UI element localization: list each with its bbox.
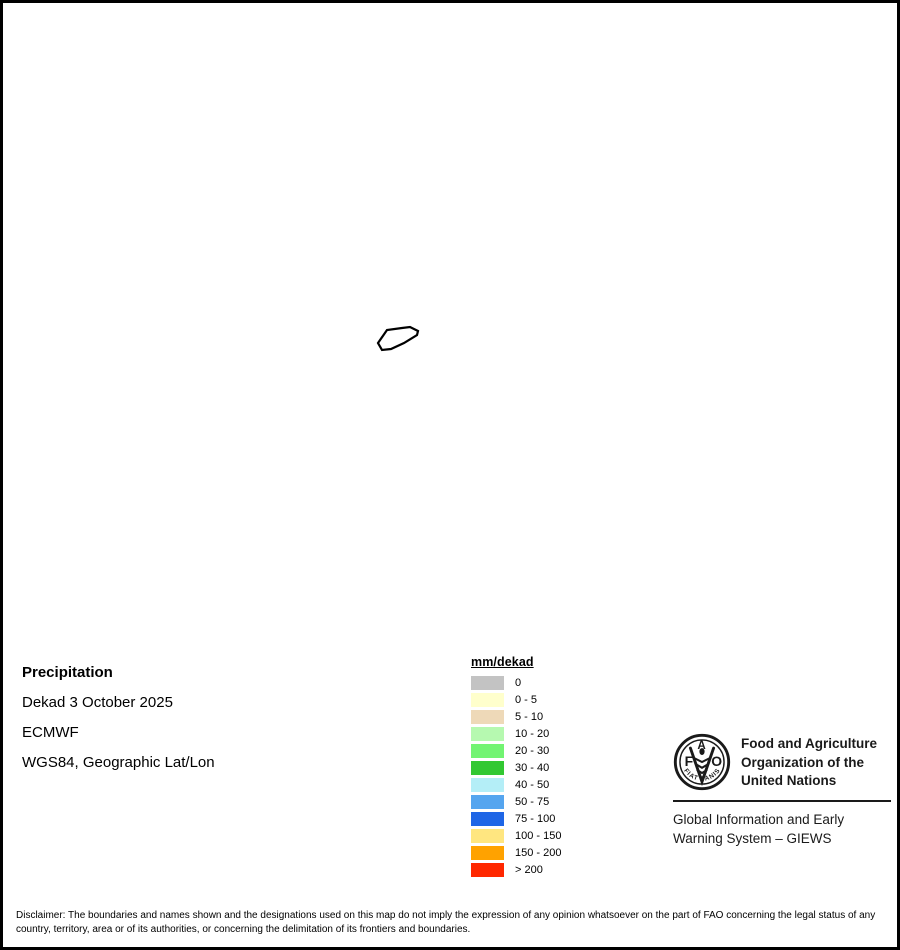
- legend-item: > 200: [471, 861, 561, 878]
- map-legend: mm/dekad 0 0 - 5 5 - 10 10 - 20 20 - 30 …: [471, 655, 561, 878]
- fao-logo-icon: F A O FIAT PANIS: [673, 733, 731, 791]
- legend-item: 0 - 5: [471, 691, 561, 708]
- legend-label: 0 - 5: [515, 693, 538, 706]
- legend-swatch-icon: [471, 709, 504, 724]
- legend-swatch-icon: [471, 743, 504, 758]
- legend-item: 0: [471, 674, 561, 691]
- svg-text:A: A: [697, 739, 706, 752]
- giews-programme-name: Global Information and Early Warning Sys…: [673, 810, 893, 848]
- legend-item: 50 - 75: [471, 793, 561, 810]
- legend-swatch-icon: [471, 862, 504, 877]
- legend-label: > 200: [515, 863, 543, 876]
- map-outline-layer: [376, 325, 420, 352]
- legend-swatch-icon: [471, 794, 504, 809]
- map-canvas[interactable]: [6, 6, 897, 900]
- country-outline-monaco[interactable]: [376, 325, 420, 352]
- legend-item: 10 - 20: [471, 725, 561, 742]
- info-source: ECMWF: [22, 724, 79, 741]
- giews-line-1: Global Information and Early: [673, 812, 845, 827]
- disclaimer-text: Disclaimer: The boundaries and names sho…: [16, 910, 876, 935]
- monaco-boundary-icon[interactable]: [376, 325, 420, 352]
- info-variable: Precipitation: [22, 664, 113, 681]
- fao-org-line-3: United Nations: [741, 773, 837, 788]
- legend-label: 150 - 200: [515, 846, 562, 859]
- legend-label: 40 - 50: [515, 778, 550, 791]
- legend-item: 150 - 200: [471, 844, 561, 861]
- svg-text:F: F: [685, 753, 694, 769]
- legend-item: 5 - 10: [471, 708, 561, 725]
- fao-organization-name: Food and Agriculture Organization of the…: [741, 733, 877, 791]
- legend-label: 10 - 20: [515, 727, 550, 740]
- legend-swatch-icon: [471, 760, 504, 775]
- svg-text:FIAT PANIS: FIAT PANIS: [682, 767, 722, 783]
- legend-label: 30 - 40: [515, 761, 550, 774]
- info-period: Dekad 3 October 2025: [22, 694, 173, 711]
- legend-label: 100 - 150: [515, 829, 562, 842]
- legend-label: 5 - 10: [515, 710, 544, 723]
- svg-text:O: O: [711, 753, 722, 769]
- legend-title: mm/dekad: [471, 655, 534, 669]
- legend-item: 75 - 100: [471, 810, 561, 827]
- legend-label: 75 - 100: [515, 812, 556, 825]
- giews-line-2: Warning System – GIEWS: [673, 831, 832, 846]
- legend-label: 20 - 30: [515, 744, 550, 757]
- legend-item: 40 - 50: [471, 776, 561, 793]
- legend-item: 100 - 150: [471, 827, 561, 844]
- legend-label: 50 - 75: [515, 795, 550, 808]
- legend-swatch-icon: [471, 777, 504, 792]
- legend-swatch-icon: [471, 726, 504, 741]
- legend-swatch-icon: [471, 675, 504, 690]
- legend-swatch-icon: [471, 845, 504, 860]
- info-projection: WGS84, Geographic Lat/Lon: [22, 754, 215, 771]
- legend-swatch-icon: [471, 828, 504, 843]
- legend-label: 0: [515, 676, 522, 689]
- legend-item: 20 - 30: [471, 742, 561, 759]
- legend-swatch-icon: [471, 692, 504, 707]
- fao-org-line-1: Food and Agriculture: [741, 736, 877, 751]
- legend-item: 30 - 40: [471, 759, 561, 776]
- fao-org-line-2: Organization of the: [741, 754, 864, 770]
- fao-logo-and-name: F A O FIAT PANIS Food and Agriculture Or…: [673, 733, 893, 791]
- fao-branding: F A O FIAT PANIS Food and Agriculture Or…: [673, 733, 893, 848]
- legend-swatch-icon: [471, 811, 504, 826]
- map-info-block: Precipitation Dekad 3 October 2025 ECMWF…: [22, 658, 342, 778]
- fao-divider: [673, 800, 891, 802]
